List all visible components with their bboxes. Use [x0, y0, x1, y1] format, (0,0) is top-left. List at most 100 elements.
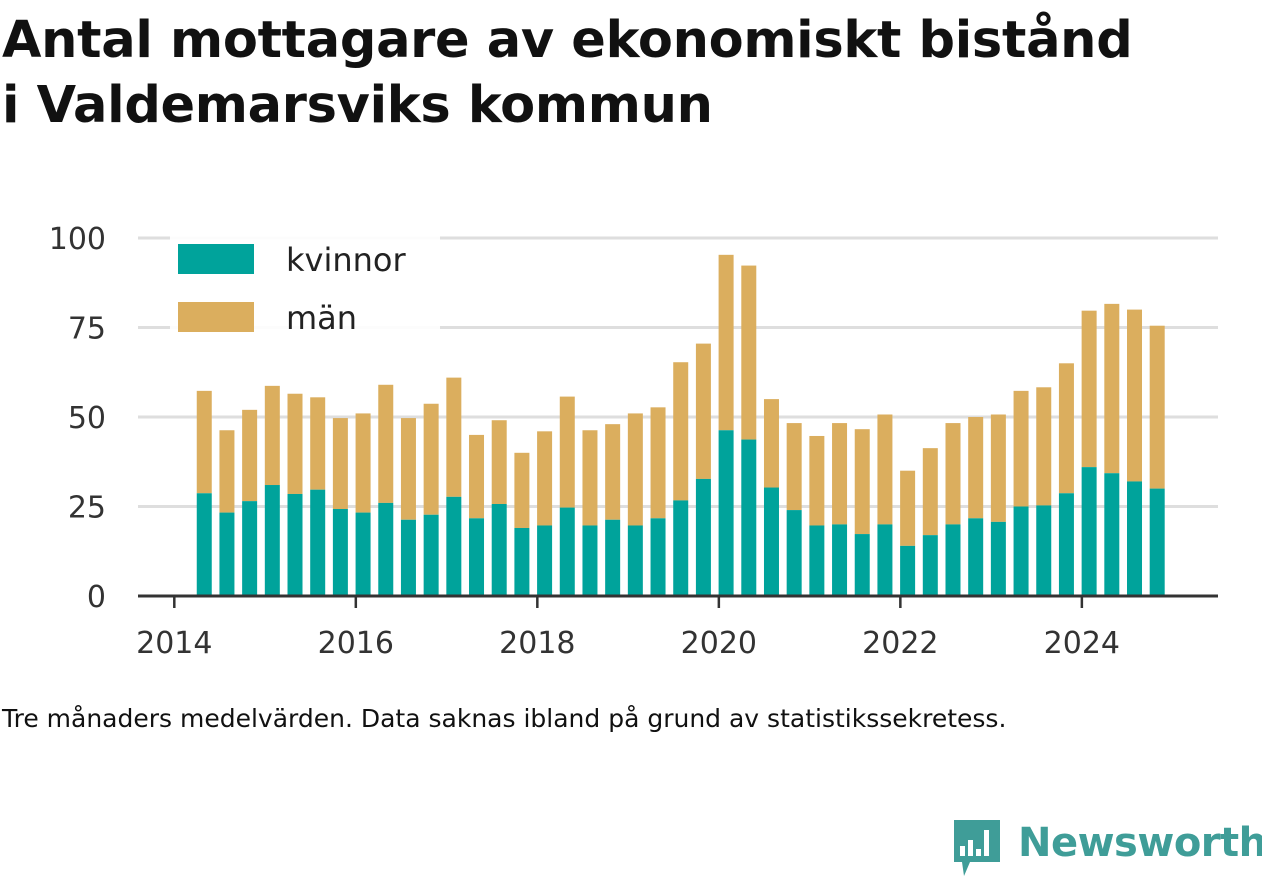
- bar-kvinnor: [446, 496, 462, 596]
- bar-man: [242, 409, 258, 502]
- bar-kvinnor: [537, 525, 553, 596]
- y-tick-label: 0: [87, 580, 106, 615]
- bar-man: [310, 397, 326, 490]
- bar-man: [400, 418, 416, 520]
- bar-kvinnor: [423, 514, 439, 596]
- bar-kvinnor: [832, 524, 848, 596]
- bar-man: [423, 403, 439, 515]
- legend-swatch-man: [178, 302, 254, 332]
- bar-man: [854, 429, 870, 535]
- chart-caption: Tre månaders medelvärden. Data saknas ib…: [2, 704, 1007, 733]
- bar-man: [264, 385, 280, 486]
- bar-man: [582, 430, 598, 526]
- y-tick-label: 50: [68, 401, 106, 436]
- chart-title: Antal mottagare av ekonomiskt bistånd i …: [2, 8, 1260, 138]
- bar-kvinnor: [400, 519, 416, 596]
- bar-kvinnor: [922, 535, 938, 596]
- bar-man: [287, 393, 303, 494]
- bar-kvinnor: [1127, 481, 1143, 596]
- bar-kvinnor: [673, 500, 689, 596]
- bar-man: [832, 423, 848, 525]
- x-tick-label: 2022: [862, 626, 938, 661]
- bar-man: [1104, 303, 1120, 474]
- x-tick-label: 2018: [499, 626, 575, 661]
- bar-kvinnor: [310, 489, 326, 596]
- bar-man: [763, 399, 779, 488]
- x-tick-label: 2016: [318, 626, 394, 661]
- bar-kvinnor: [1149, 488, 1165, 596]
- bar-kvinnor: [605, 519, 621, 596]
- bar-kvinnor: [559, 507, 575, 596]
- legend-swatch-kvinnor: [178, 244, 254, 274]
- bar-man: [469, 434, 485, 519]
- y-tick-label: 100: [49, 222, 106, 257]
- bar-kvinnor: [264, 485, 280, 596]
- bar-kvinnor: [1036, 505, 1052, 596]
- bar-kvinnor: [650, 518, 666, 596]
- bar-kvinnor: [877, 524, 893, 596]
- bars: [196, 254, 1165, 596]
- y-tick-label: 25: [68, 491, 106, 526]
- bar-kvinnor: [990, 521, 1006, 596]
- bar-man: [514, 452, 530, 528]
- bar-kvinnor: [763, 487, 779, 596]
- bar-kvinnor: [900, 545, 916, 596]
- bar-kvinnor: [945, 524, 961, 596]
- bar-kvinnor: [741, 439, 757, 596]
- bar-kvinnor: [968, 518, 984, 596]
- bar-man: [1013, 390, 1029, 507]
- x-tick-label: 2014: [136, 626, 212, 661]
- brand-name: Newsworthy: [1018, 820, 1262, 866]
- bar-man: [605, 424, 621, 520]
- bar-man: [537, 431, 553, 526]
- bar-kvinnor: [786, 510, 802, 596]
- legend: kvinnor män: [170, 230, 440, 342]
- bar-man: [378, 384, 394, 503]
- bar-man: [877, 414, 893, 525]
- bar-kvinnor: [287, 493, 303, 596]
- bar-man: [1058, 363, 1074, 494]
- bar-kvinnor: [378, 502, 394, 596]
- bar-kvinnor: [1104, 473, 1120, 596]
- bar-kvinnor: [514, 527, 530, 596]
- bar-kvinnor: [627, 525, 643, 596]
- bar-man: [559, 396, 575, 508]
- bar-kvinnor: [1013, 506, 1029, 596]
- bar-kvinnor: [196, 493, 212, 596]
- newsworthy-logo-icon: [954, 820, 1000, 876]
- bar-kvinnor: [718, 430, 734, 596]
- bar-man: [355, 413, 371, 513]
- bar-man: [650, 407, 666, 519]
- bar-kvinnor: [582, 525, 598, 596]
- bar-man: [695, 343, 711, 479]
- bar-man: [1036, 387, 1052, 506]
- bar-man: [1081, 310, 1097, 468]
- bar-man: [786, 423, 802, 511]
- bar-man: [673, 362, 689, 501]
- bar-kvinnor: [242, 501, 258, 596]
- bar-kvinnor: [695, 478, 711, 596]
- bar-kvinnor: [219, 512, 235, 596]
- bar-kvinnor: [491, 503, 507, 596]
- bar-man: [900, 470, 916, 546]
- x-tick-label: 2024: [1044, 626, 1120, 661]
- bar-man: [332, 418, 348, 510]
- bar-man: [1127, 309, 1143, 482]
- bar-man: [446, 377, 462, 497]
- chart-title-line-1: Antal mottagare av ekonomiskt bistånd: [2, 11, 1133, 70]
- bar-man: [491, 420, 507, 504]
- x-tick-label: 2020: [681, 626, 757, 661]
- bar-kvinnor: [809, 525, 825, 596]
- bar-kvinnor: [469, 518, 485, 596]
- bar-man: [219, 430, 235, 513]
- bar-kvinnor: [1081, 467, 1097, 596]
- bar-man: [741, 265, 757, 440]
- axes: 0 25 50 75 100 2014 2016 2018 2020 2022 2024: [49, 222, 1218, 661]
- bar-man: [968, 417, 984, 519]
- chart-title-line-2: i Valdemarsviks kommun: [2, 76, 713, 135]
- bar-kvinnor: [355, 512, 371, 596]
- legend-label: kvinnor: [286, 241, 407, 279]
- legend-label: män: [286, 299, 357, 337]
- bar-man: [945, 423, 961, 525]
- bar-kvinnor: [332, 509, 348, 596]
